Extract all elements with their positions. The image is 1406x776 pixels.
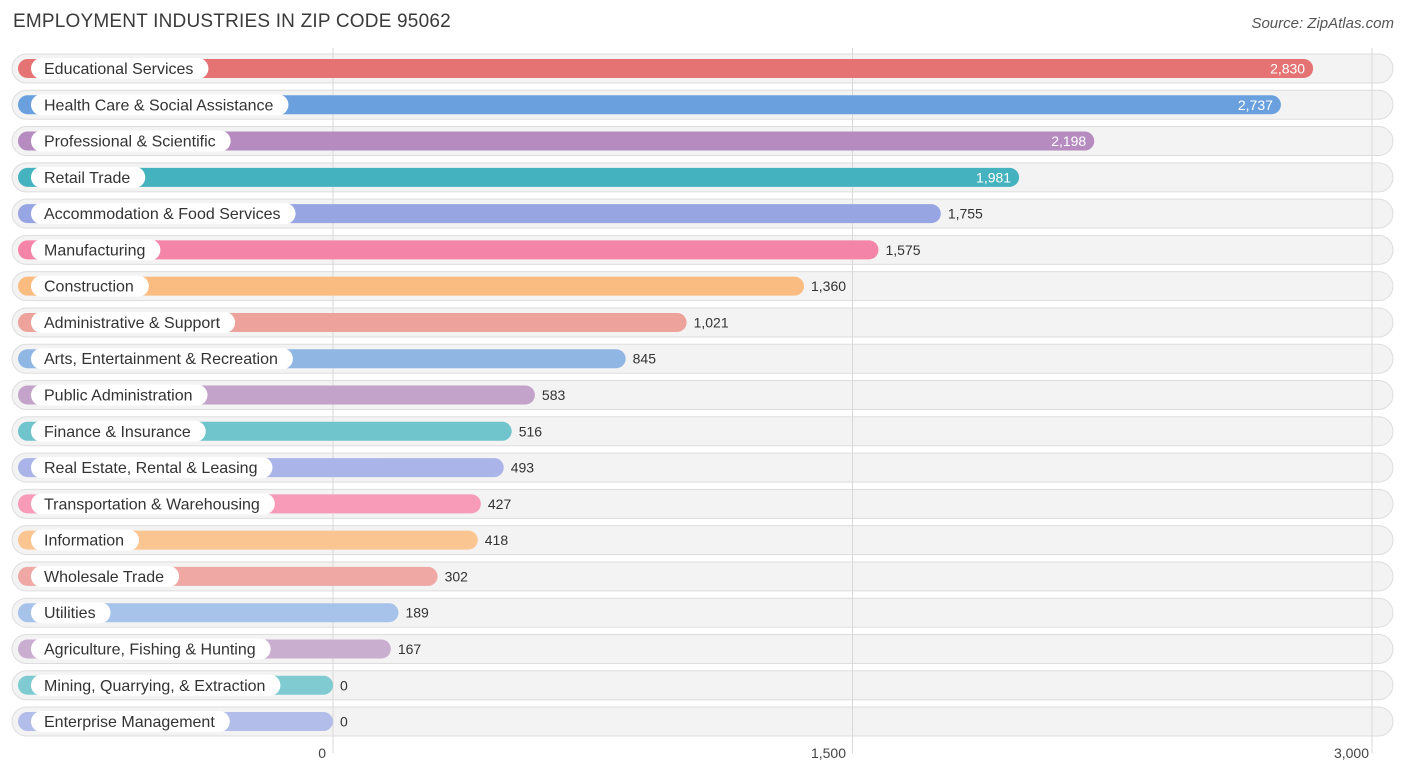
category-label: Manufacturing	[44, 242, 145, 259]
value-label: 0	[340, 677, 348, 693]
category-label-pill	[31, 711, 230, 733]
x-tick-label: 3,000	[1334, 745, 1369, 761]
category-label: Finance & Insurance	[44, 424, 191, 441]
value-label: 2,830	[1270, 61, 1305, 77]
category-label-pill	[31, 420, 206, 442]
category-label: Construction	[44, 279, 134, 296]
category-label: Mining, Quarrying, & Extraction	[44, 678, 265, 695]
category-label-pill	[31, 239, 161, 261]
category-label: Utilities	[44, 605, 96, 622]
value-label: 1,575	[885, 242, 920, 258]
bar	[18, 59, 1314, 78]
category-label-pill	[31, 166, 146, 188]
row-track	[11, 706, 1394, 737]
category-label-pill	[31, 94, 289, 116]
row-track	[11, 670, 1394, 701]
category-label-pill	[31, 674, 281, 696]
category-label-pill	[31, 457, 273, 479]
category-label-pill	[31, 311, 236, 333]
value-label: 167	[398, 641, 422, 657]
category-label-pill	[31, 58, 209, 79]
value-label: 302	[445, 568, 469, 584]
value-label: 1,981	[976, 169, 1011, 185]
category-label-pill	[31, 203, 296, 225]
bar	[18, 131, 1095, 151]
category-label: Information	[44, 533, 124, 550]
value-label: 516	[519, 423, 543, 439]
category-label: Transportation & Warehousing	[44, 496, 260, 513]
category-label-pill	[31, 638, 271, 660]
category-label: Retail Trade	[44, 170, 130, 187]
category-label-pill	[31, 529, 140, 551]
value-label: 845	[633, 351, 657, 367]
bar	[18, 167, 1020, 187]
chart-source: Source: ZipAtlas.com	[1251, 15, 1394, 32]
category-label-pill	[31, 348, 293, 370]
value-label: 1,360	[811, 278, 846, 294]
bar	[18, 95, 1281, 115]
category-label: Wholesale Trade	[44, 569, 164, 586]
category-label-pill	[31, 602, 111, 624]
category-label: Educational Services	[44, 61, 193, 78]
category-label: Health Care & Social Assistance	[44, 97, 274, 114]
category-label: Public Administration	[44, 388, 193, 405]
value-label: 2,198	[1051, 133, 1086, 149]
value-label: 0	[340, 714, 348, 730]
category-label: Accommodation & Food Services	[44, 206, 281, 223]
category-label: Administrative & Support	[44, 315, 221, 332]
category-label-pill	[31, 384, 208, 406]
value-label: 2,737	[1238, 97, 1273, 113]
category-label-pill	[31, 565, 180, 587]
category-label: Arts, Entertainment & Recreation	[44, 351, 278, 368]
category-label-pill	[31, 493, 275, 515]
value-label: 583	[542, 387, 566, 403]
category-label: Enterprise Management	[44, 714, 215, 731]
chart-title: EMPLOYMENT INDUSTRIES IN ZIP CODE 95062	[13, 11, 451, 32]
bar	[18, 603, 399, 623]
category-label: Professional & Scientific	[44, 134, 216, 151]
value-label: 1,021	[694, 314, 729, 330]
bar	[18, 276, 805, 296]
value-label: 493	[511, 460, 535, 476]
category-label-pill	[31, 275, 149, 297]
category-label-pill	[31, 130, 231, 152]
value-label: 418	[485, 532, 509, 548]
x-tick-label: 0	[318, 745, 326, 761]
x-tick-label: 1,500	[811, 745, 846, 761]
category-label: Real Estate, Rental & Leasing	[44, 460, 257, 477]
value-label: 427	[488, 496, 512, 512]
bar	[18, 240, 879, 260]
value-label: 189	[405, 605, 429, 621]
value-label: 1,755	[948, 206, 983, 222]
category-label: Agriculture, Fishing & Hunting	[44, 641, 256, 658]
